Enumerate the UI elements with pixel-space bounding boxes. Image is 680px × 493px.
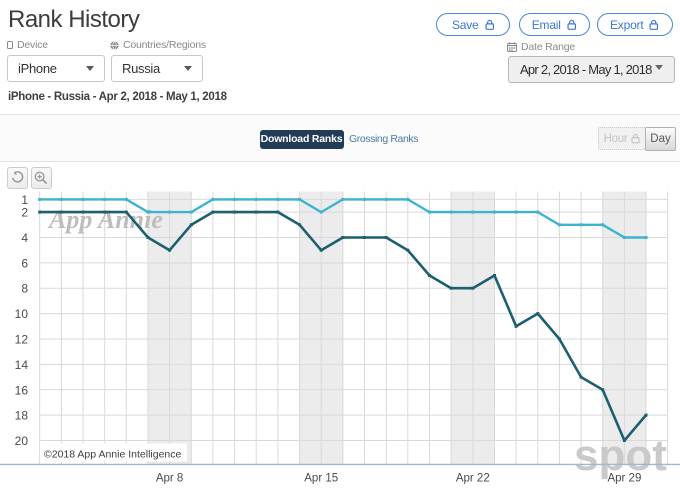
svg-text:2: 2	[21, 206, 28, 220]
svg-text:1: 1	[21, 193, 28, 207]
svg-text:10: 10	[15, 307, 29, 321]
svg-text:Apr 8: Apr 8	[156, 473, 184, 485]
svg-text:spot: spot	[574, 431, 667, 480]
svg-text:14: 14	[15, 358, 29, 372]
svg-text:18: 18	[15, 409, 29, 423]
svg-text:Apr 22: Apr 22	[456, 473, 490, 485]
svg-text:Apr 15: Apr 15	[304, 473, 338, 485]
svg-text:©2018 App Annie Intelligence: ©2018 App Annie Intelligence	[44, 449, 182, 461]
svg-text:8: 8	[21, 282, 28, 296]
svg-text:12: 12	[15, 333, 29, 347]
svg-text:20: 20	[15, 434, 29, 448]
svg-text:4: 4	[21, 231, 28, 245]
svg-text:6: 6	[21, 256, 28, 270]
svg-text:Apr 29: Apr 29	[607, 473, 641, 485]
svg-text:16: 16	[15, 383, 29, 397]
